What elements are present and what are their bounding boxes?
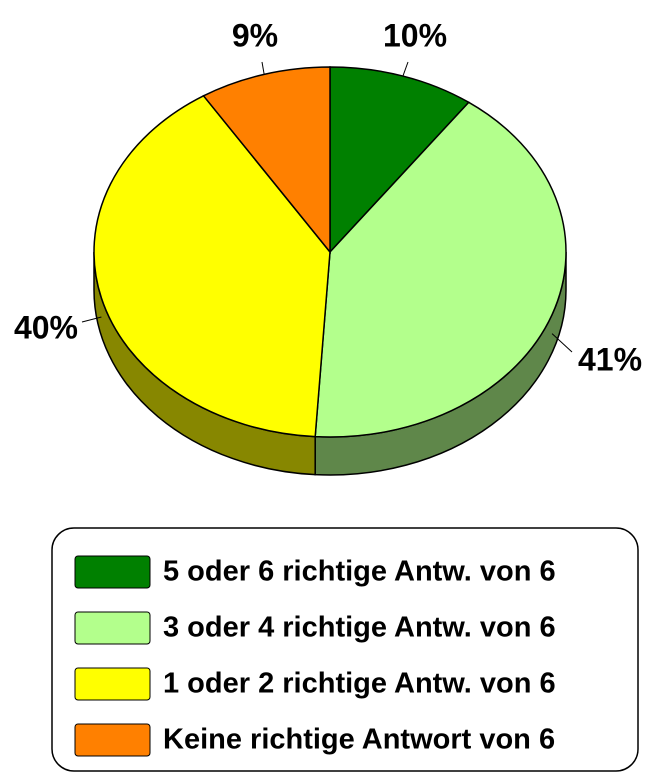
leader-line: [81, 316, 102, 323]
leader-line: [261, 61, 265, 75]
legend-box: [51, 527, 639, 772]
legend-swatch: [74, 723, 151, 757]
legend-swatch: [74, 555, 151, 589]
legend-label: 3 oder 4 richtige Antw. von 6: [163, 612, 556, 644]
slice: [314, 101, 567, 438]
slice: [93, 94, 331, 438]
legend-label: 1 oder 2 richtige Antw. von 6: [163, 668, 556, 700]
slice: [329, 66, 470, 254]
legend-swatch: [74, 667, 151, 701]
legend-swatch: [74, 611, 151, 645]
legend-label: 5 oder 6 richtige Antw. von 6: [163, 556, 556, 588]
data-label: 10%: [383, 17, 447, 53]
data-label: 9%: [232, 17, 278, 53]
slice: [202, 66, 331, 255]
data-label: 40%: [14, 309, 78, 345]
legend-label: Keine richtige Antwort von 6: [163, 724, 555, 756]
data-label: 41%: [578, 341, 642, 377]
leader-line: [551, 333, 573, 353]
leader-line: [402, 61, 409, 77]
